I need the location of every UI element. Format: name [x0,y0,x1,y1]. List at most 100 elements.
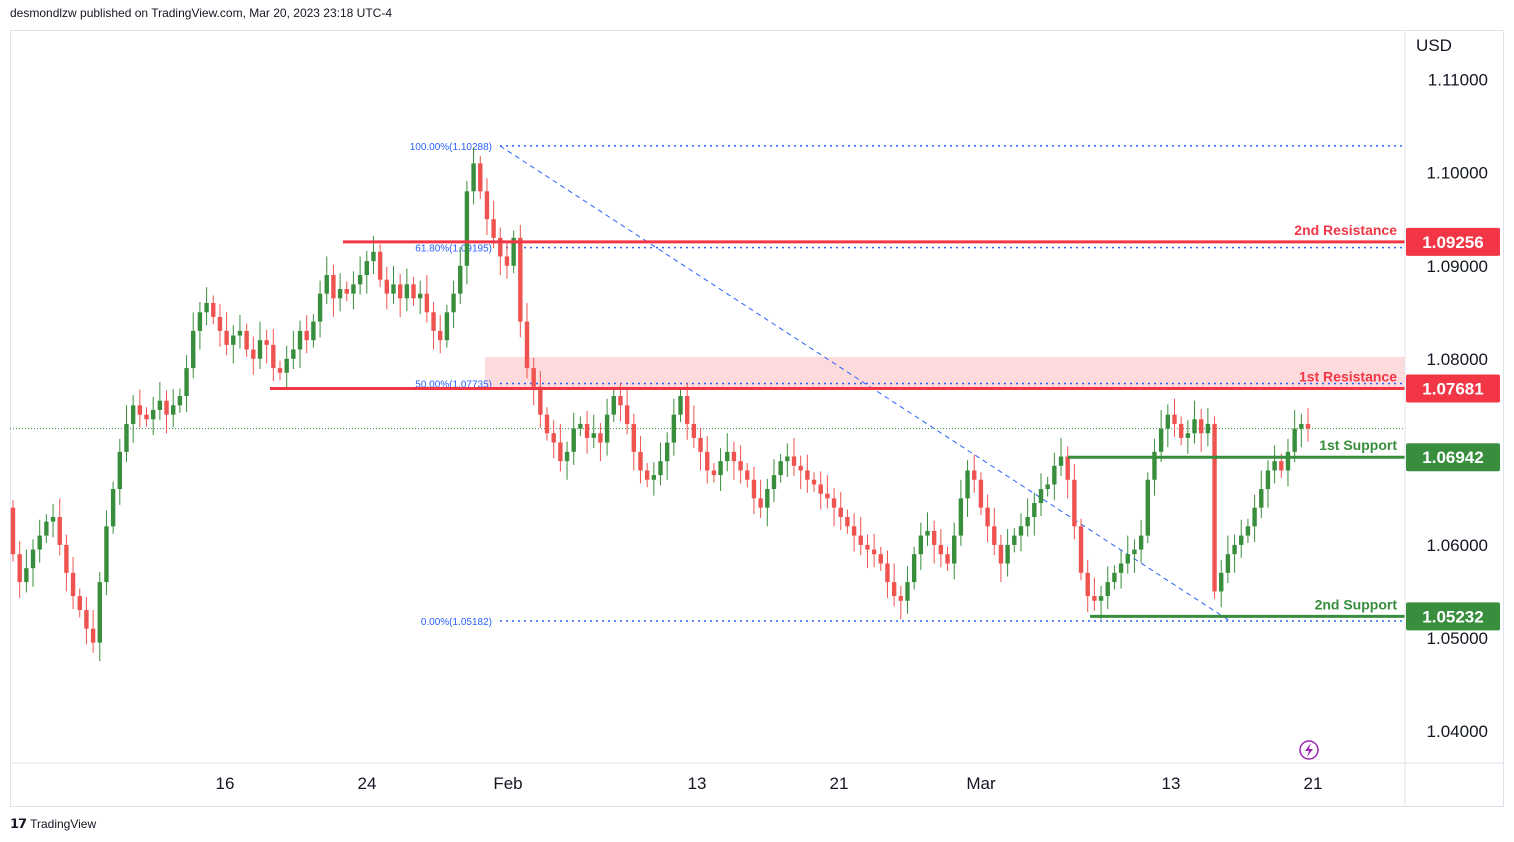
y-tick-label: 1.10000 [1427,164,1488,183]
candle-body [638,451,643,471]
candle-body [1032,503,1037,517]
candles-layer [10,147,1311,662]
candle-body [30,549,36,569]
level-price-label: 1.07681 [1422,379,1483,398]
candle-body [858,535,863,545]
candle-body [411,284,416,299]
candle-body [651,475,657,480]
y-tick-label: 1.04000 [1427,722,1488,741]
candle-body [925,530,930,536]
candle-body [1205,423,1211,434]
candle-body [64,544,69,573]
candle-body [438,330,443,341]
candle-body [1132,549,1137,555]
candle-body [304,330,309,341]
candle-body [77,596,82,611]
candle-body [664,442,670,462]
candle-body [277,368,283,373]
candle-body [1299,423,1304,429]
candle-body [50,516,56,522]
candle-body [891,582,897,597]
candle-body [1225,554,1231,573]
candle-body [571,428,576,452]
candle-body [424,293,430,313]
candle-body [431,312,436,331]
candle-body [284,358,289,373]
candle-body [197,312,203,331]
candle-body [1012,535,1017,545]
candle-body [865,544,870,550]
candle-body [1219,572,1224,592]
resistance-zone-layer [10,356,1405,430]
candle-body [1252,507,1257,527]
candle-body [357,275,363,285]
candle-body [498,237,503,257]
candle-body [217,316,223,331]
candle-body [444,312,450,341]
candle-body [564,451,570,462]
candle-body [224,330,229,345]
candle-body [1152,451,1157,480]
candle-body [1239,535,1244,545]
candle-body [237,330,243,336]
candle-body [678,396,683,415]
candle-body [624,405,630,424]
candle-body [1178,423,1184,438]
candle-body [344,289,349,294]
candle-body [150,409,156,420]
candle-body [351,284,356,294]
candle-body [1085,572,1090,597]
level-price-tag [1406,602,1500,631]
x-tick-label: Feb [493,774,522,793]
x-tick-label: 24 [358,774,377,793]
candle-body [851,526,857,536]
candle-body [691,423,697,438]
candle-body [451,293,456,313]
candle-body [271,344,276,369]
x-tick-label: 13 [1162,774,1181,793]
fibonacci-layer: 100.00%(1.10288) 61.80%(1.09195) 50.00%(1.… [410,142,1405,628]
candle-body [711,470,717,476]
candle-body [845,516,850,527]
candle-body [391,284,396,294]
candle-body [204,302,209,313]
candle-body [478,163,483,192]
candle-body [751,479,757,499]
footer[interactable]: 𝟭𝟳 TradingView [10,816,96,832]
candle-body [1259,489,1264,508]
candle-body [1105,582,1110,597]
candle-body [1078,526,1084,573]
candle-body [911,554,917,583]
candle-body [124,423,129,452]
candle-body [417,293,423,299]
candle-body [1052,465,1057,485]
candle-body [1265,470,1271,490]
lightning-icon-bolt [1305,743,1313,757]
candle-body [685,396,690,424]
candle-body [791,456,797,466]
candle-body [291,349,296,359]
candle-body [785,456,790,462]
candle-body [885,563,890,583]
y-tick-label: 1.09000 [1427,257,1488,276]
candle-body [1158,428,1164,452]
candle-body [324,275,329,294]
candle-body [231,335,236,345]
candle-body [731,451,737,462]
candle-body [491,219,496,238]
candle-body [938,544,944,555]
candle-body [745,470,750,480]
candle-body [838,507,843,517]
candle-body [384,279,390,294]
candle-body [818,484,823,494]
candle-body [551,433,556,443]
candle-body [705,451,710,471]
fib-level-label: 100.00%(1.10288) [410,142,492,153]
candle-body [898,596,904,601]
candle-body [37,535,42,550]
candle-body [831,498,837,508]
candle-body [184,368,189,397]
candle-body [397,284,403,299]
candle-body [70,572,76,597]
